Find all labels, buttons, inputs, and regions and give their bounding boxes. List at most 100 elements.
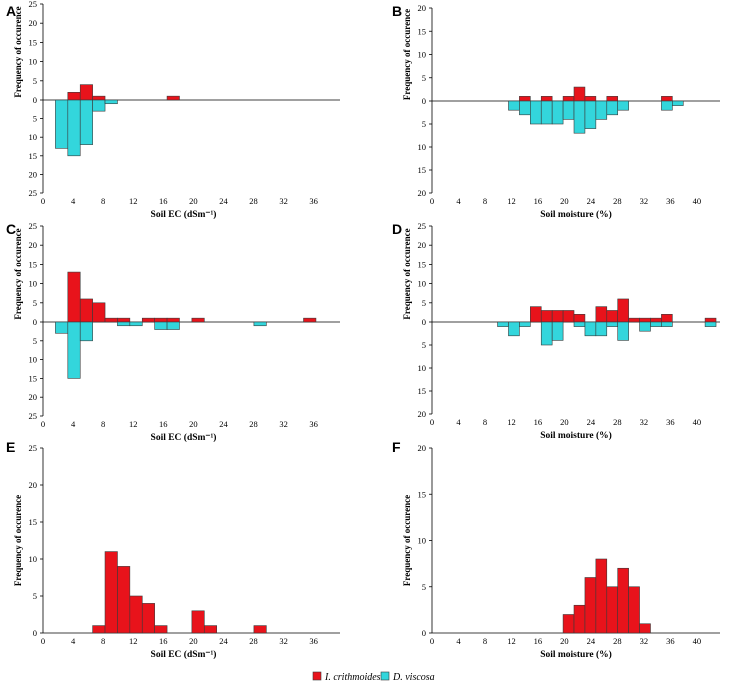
- x-tick-label: 16: [159, 196, 168, 206]
- bar-i-crithmoides: [92, 625, 106, 634]
- bar-i-crithmoides: [639, 317, 651, 323]
- y-axis-title: Frequency of occurence: [13, 495, 23, 586]
- x-axis-title: Soil moisture (%): [540, 649, 612, 660]
- bar-i-crithmoides: [519, 96, 531, 102]
- bar-d-viscosa: [67, 99, 81, 157]
- x-tick-label: 0: [430, 636, 434, 646]
- x-tick-label: 24: [587, 196, 596, 206]
- bar-d-viscosa: [166, 321, 180, 330]
- y-tick-label: 5: [422, 298, 426, 308]
- y-tick-label: 15: [418, 26, 427, 36]
- x-tick-label: 0: [430, 417, 434, 427]
- bar-i-crithmoides: [67, 92, 81, 101]
- bar-i-crithmoides: [141, 317, 155, 323]
- bar-i-crithmoides: [540, 310, 553, 323]
- x-tick-label: 24: [219, 419, 228, 429]
- y-tick-label: 0: [33, 95, 37, 105]
- y-tick-label: 20: [418, 3, 427, 13]
- y-tick-label: 5: [33, 114, 37, 124]
- y-tick-label: 0: [33, 317, 37, 327]
- bar-i-crithmoides: [551, 310, 564, 323]
- y-tick-label: 25: [29, 188, 38, 198]
- y-axis-title: Frequency of occurence: [402, 495, 412, 586]
- y-tick-label: 5: [422, 582, 426, 592]
- x-tick-label: 0: [41, 419, 45, 429]
- bar-i-crithmoides: [628, 586, 640, 634]
- x-tick-label: 32: [640, 636, 649, 646]
- y-tick-label: 20: [29, 240, 38, 250]
- bar-d-viscosa: [584, 100, 597, 129]
- bar-i-crithmoides: [704, 317, 717, 323]
- x-tick-label: 40: [693, 417, 702, 427]
- bar-d-viscosa: [55, 99, 69, 149]
- x-tick-label: 20: [189, 636, 198, 646]
- y-tick-label: 20: [418, 188, 427, 198]
- bar-d-viscosa: [117, 321, 131, 327]
- bar-d-viscosa: [551, 321, 564, 341]
- bar-i-crithmoides: [573, 604, 586, 634]
- y-axis-title: Frequency of occurence: [402, 228, 412, 319]
- x-axis-title: Soil moisture (%): [540, 430, 612, 441]
- bar-d-viscosa: [508, 321, 520, 337]
- legend-label: D. viscosa: [392, 672, 435, 683]
- x-tick-label: 40: [693, 636, 702, 646]
- bar-d-viscosa: [584, 321, 597, 337]
- x-tick-label: 28: [249, 196, 258, 206]
- bar-i-crithmoides: [650, 317, 662, 323]
- bar-d-viscosa: [253, 321, 267, 327]
- x-axis-title: Soil EC (dSm⁻¹): [151, 649, 217, 660]
- x-tick-label: 36: [666, 417, 675, 427]
- bar-d-viscosa: [79, 99, 93, 145]
- bar-d-viscosa: [595, 321, 608, 337]
- x-tick-label: 12: [129, 196, 138, 206]
- bar-i-crithmoides: [104, 551, 118, 634]
- x-tick-label: 0: [41, 196, 45, 206]
- bar-i-crithmoides: [117, 566, 131, 634]
- x-axis-title: Soil moisture (%): [540, 209, 612, 220]
- bar-i-crithmoides: [584, 96, 597, 102]
- x-tick-label: 8: [101, 196, 105, 206]
- y-tick-label: 0: [422, 317, 426, 327]
- legend-swatch: [380, 671, 390, 681]
- bar-i-crithmoides: [303, 317, 317, 323]
- bar-i-crithmoides: [191, 317, 205, 323]
- bar-i-crithmoides: [530, 306, 542, 323]
- bar-d-viscosa: [650, 321, 662, 327]
- y-tick-label: 0: [422, 628, 426, 638]
- x-tick-label: 8: [483, 417, 487, 427]
- x-tick-label: 32: [640, 417, 649, 427]
- y-tick-label: 5: [422, 340, 426, 350]
- y-tick-label: 15: [418, 259, 427, 269]
- x-tick-label: 4: [456, 417, 461, 427]
- bar-d-viscosa: [595, 100, 608, 120]
- bar-i-crithmoides: [92, 95, 106, 101]
- x-axis-title: Soil EC (dSm⁻¹): [151, 432, 217, 443]
- bar-i-crithmoides: [661, 96, 673, 102]
- bar-i-crithmoides: [628, 317, 640, 323]
- bar-i-crithmoides: [79, 298, 93, 323]
- x-tick-label: 28: [613, 636, 622, 646]
- y-tick-label: 20: [418, 443, 427, 453]
- bar-i-crithmoides: [129, 595, 143, 634]
- y-tick-label: 15: [418, 489, 427, 499]
- bar-d-viscosa: [55, 321, 69, 334]
- bar-d-viscosa: [519, 321, 531, 327]
- y-tick-label: 20: [418, 240, 427, 250]
- bar-i-crithmoides: [203, 625, 217, 634]
- bar-d-viscosa: [79, 321, 93, 342]
- bar-d-viscosa: [606, 100, 619, 116]
- bar-i-crithmoides: [584, 577, 597, 634]
- legend-swatch: [312, 671, 322, 681]
- x-tick-label: 16: [159, 636, 168, 646]
- bar-i-crithmoides: [166, 95, 180, 101]
- bar-i-crithmoides: [562, 310, 575, 323]
- x-tick-label: 24: [587, 636, 596, 646]
- x-tick-label: 36: [309, 419, 318, 429]
- bar-d-viscosa: [617, 100, 629, 111]
- x-tick-label: 28: [613, 417, 622, 427]
- panel-letter: E: [6, 439, 15, 455]
